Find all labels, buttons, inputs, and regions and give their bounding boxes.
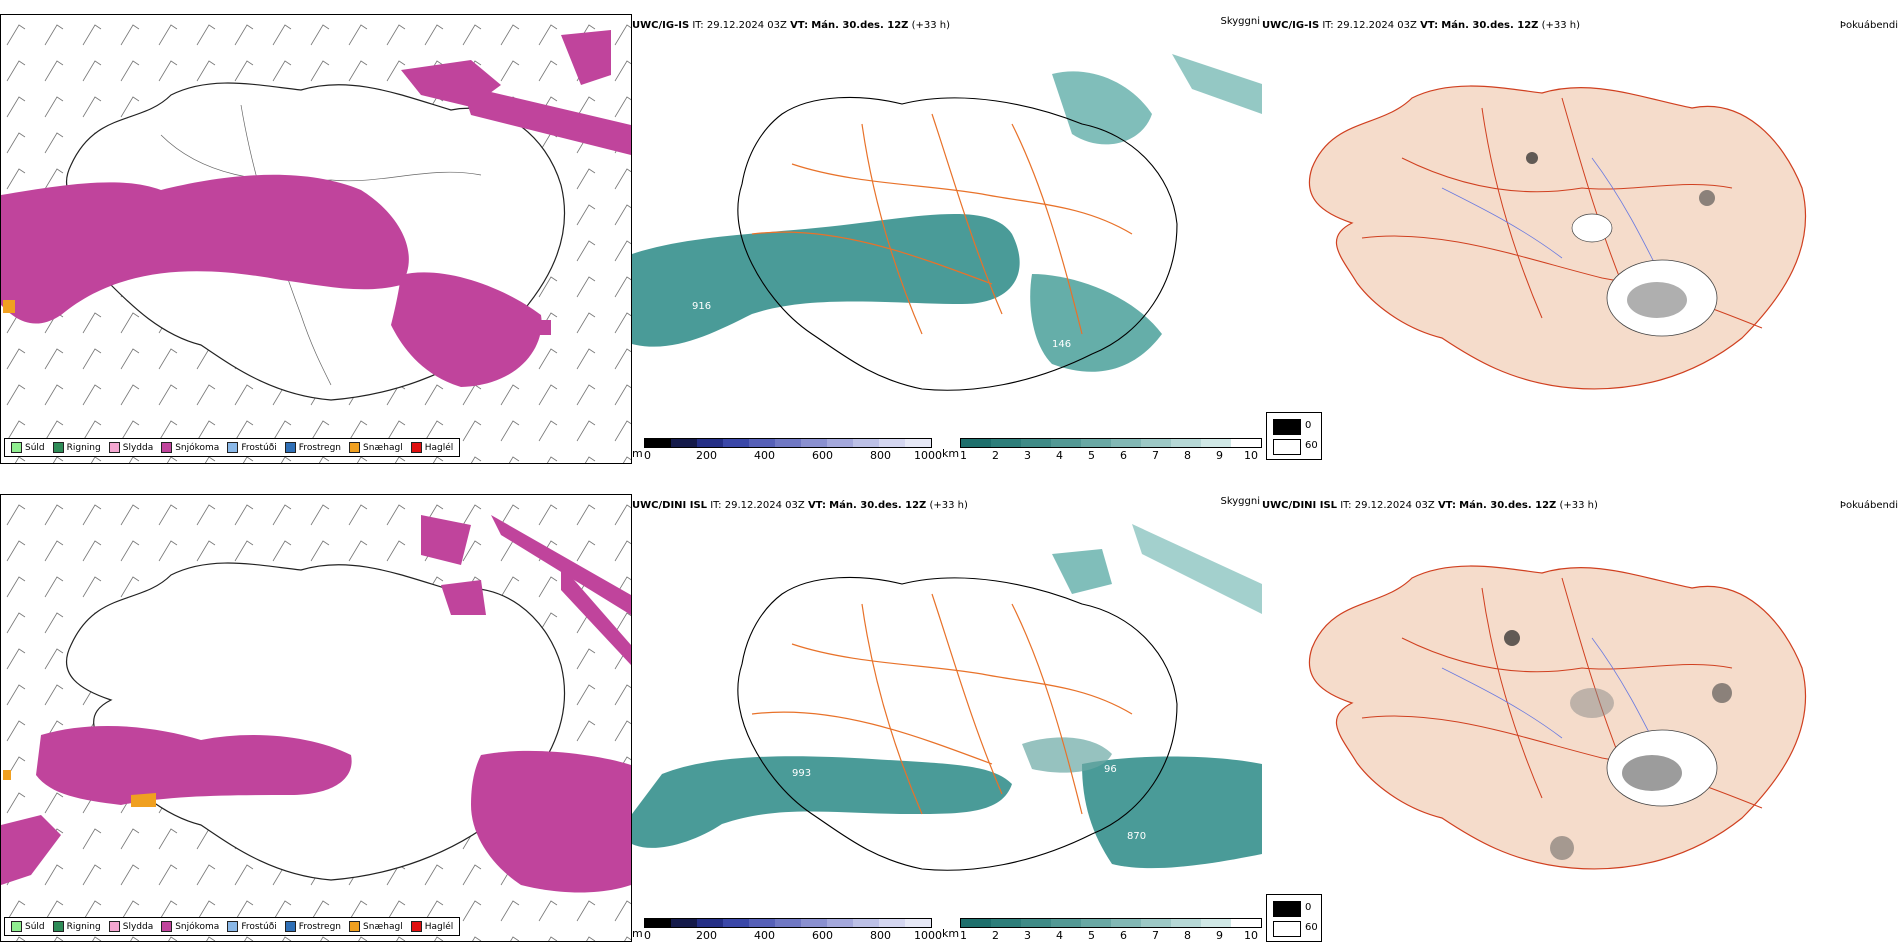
panel-header: UWC/DINI ISL IT: 29.12.2024 03Z VT: Mán.… [1262, 500, 1598, 511]
elevation-strip [644, 438, 932, 448]
elev-label: 96 [1104, 764, 1117, 775]
legend-swatch [52, 442, 64, 453]
legend-swatch [410, 442, 422, 453]
elevation-colorbar: m 0 200 400 600 800 1000 [632, 918, 942, 942]
visibility-map: 335 993 96 965 870 [632, 514, 1262, 914]
legend-item: Súld [11, 442, 45, 453]
visibility-panel: UWC/IG-IS IT: 29.12.2024 03Z VT: Mán. 30… [632, 14, 1262, 464]
visibility-strip [960, 438, 1262, 448]
precip-panel: UWC/DINI ISL IT: 29.12.2024 03Z VT: Mán.… [0, 494, 632, 942]
precip-map [0, 14, 632, 464]
panel-title: Skyggni [1220, 16, 1260, 27]
legend-swatch [349, 442, 361, 453]
precip-map-canvas [1, 15, 631, 463]
legend-item: Frostúði [227, 442, 277, 453]
fog-key-low-swatch [1273, 439, 1301, 455]
fog-key: 0 60 [1266, 894, 1322, 942]
legend-item: Snæhagl [349, 442, 403, 453]
row-2: UWC/DINI ISL IT: 29.12.2024 03Z VT: Mán.… [0, 476, 1900, 950]
elev-label: 870 [1127, 831, 1146, 842]
fog-panel: UWC/DINI ISL IT: 29.12.2024 03Z VT: Mán.… [1262, 494, 1900, 942]
visibility-map: 916 711 146 [632, 34, 1262, 434]
panel-title: Skyggni [1220, 496, 1260, 507]
elevation-unit: m [632, 447, 643, 460]
fog-key-high-swatch [1273, 419, 1301, 435]
fog-map-canvas [1262, 518, 1900, 878]
precip-panel: UWC/IG-IS IT: 29.12.2024 03Z VT: Mán. 30… [0, 14, 632, 464]
elev-label: 965 [654, 851, 673, 862]
visibility-colorbar: km 1 2 3 4 5 6 7 8 9 10 [942, 918, 1262, 942]
elevation-colorbar: m 0 200 400 600 800 1000 [632, 438, 942, 462]
legend-swatch [284, 442, 296, 453]
row-1: UWC/IG-IS IT: 29.12.2024 03Z VT: Mán. 30… [0, 14, 1900, 464]
legend-item: Frostregn [284, 442, 341, 453]
visibility-colorbar: km 1 2 3 4 5 6 7 8 9 10 [942, 438, 1262, 462]
visibility-ticks: 1 2 3 4 5 6 7 8 9 10 [960, 449, 1258, 462]
precip-legend: Súld Rigning Slydda Snjókoma Frostúði Fr… [4, 917, 461, 936]
visibility-map-canvas: 916 711 146 [632, 34, 1262, 434]
legend-item: Snjókoma [161, 442, 219, 453]
precip-map-canvas [1, 495, 631, 941]
legend-swatch [227, 442, 239, 453]
elev-label: 993 [792, 768, 811, 779]
fog-map [1262, 38, 1900, 398]
elev-label: 146 [1052, 339, 1071, 350]
fog-panel: UWC/IG-IS IT: 29.12.2024 03Z VT: Mán. 30… [1262, 14, 1900, 464]
visibility-panel: UWC/DINI ISL IT: 29.12.2024 03Z VT: Mán.… [632, 494, 1262, 942]
elev-label: 335 [1007, 731, 1026, 742]
panel-header: UWC/IG-IS IT: 29.12.2024 03Z VT: Mán. 30… [632, 20, 951, 31]
fog-key: 0 60 [1266, 412, 1322, 460]
panel-title: Þokuábendi [1839, 20, 1898, 31]
legend-swatch [11, 442, 22, 453]
visibility-map-canvas: 335 993 96 965 870 [632, 514, 1262, 914]
legend-swatch [161, 442, 173, 453]
legend-swatch [108, 442, 120, 453]
elevation-ticks: 0 200 400 600 800 1000 [644, 449, 942, 462]
fog-map-canvas [1262, 38, 1900, 398]
elev-label: 711 [1112, 256, 1131, 267]
legend-item: Slydda [108, 442, 153, 453]
legend-item: Rigning [52, 442, 101, 453]
precip-legend: Súld Rigning Slydda Snjókoma Frostúði Fr… [4, 438, 461, 457]
panel-header: UWC/DINI ISL IT: 29.12.2024 03Z VT: Mán.… [632, 500, 968, 511]
panel-title: Þokuábendi [1839, 500, 1898, 511]
precip-map [0, 494, 632, 942]
panel-header: UWC/IG-IS IT: 29.12.2024 03Z VT: Mán. 30… [1262, 20, 1581, 31]
fog-map [1262, 518, 1900, 878]
legend-item: Haglél [410, 442, 453, 453]
visibility-unit: km [942, 447, 960, 460]
elev-label: 916 [692, 301, 711, 312]
